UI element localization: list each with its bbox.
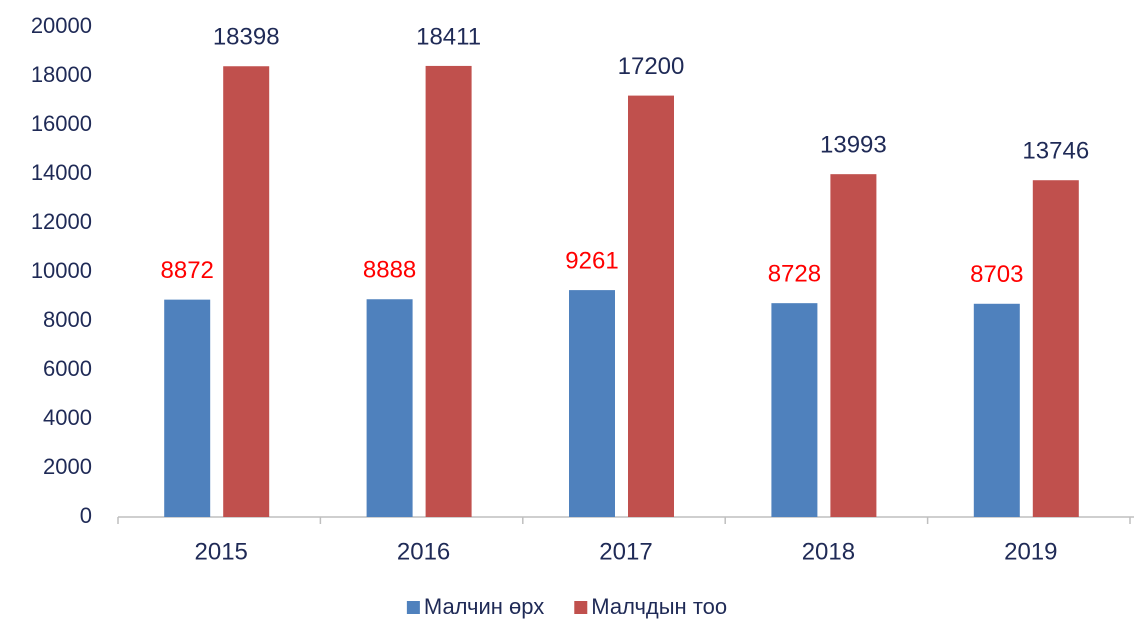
data-label: 8888 [363, 257, 416, 284]
x-tick-label: 2016 [397, 538, 450, 565]
data-label: 8703 [970, 261, 1023, 288]
y-tick-label: 10000 [31, 258, 92, 283]
y-tick-label: 0 [80, 503, 92, 528]
bar [973, 303, 1020, 517]
data-label: 9261 [565, 247, 618, 274]
bar [1032, 180, 1079, 517]
legend-label: Малчин өрх [424, 594, 544, 619]
y-tick-label: 4000 [43, 405, 92, 430]
bar [628, 95, 674, 517]
y-tick-label: 2000 [43, 454, 92, 479]
bar [366, 299, 413, 517]
y-tick-label: 18000 [31, 62, 92, 87]
data-label: 13993 [820, 132, 887, 159]
data-label: 8728 [768, 261, 821, 288]
legend-swatch [406, 601, 420, 614]
data-label: 18398 [213, 24, 280, 51]
data-label: 13746 [1022, 138, 1089, 165]
legend-label: Малчдын тоо [591, 594, 727, 619]
x-tick-label: 2019 [1004, 538, 1057, 565]
y-tick-label: 14000 [31, 160, 92, 185]
bar [164, 299, 211, 517]
data-label: 18411 [416, 23, 481, 50]
bar [569, 290, 615, 517]
data-label: 17200 [618, 53, 685, 80]
bar [830, 174, 877, 517]
x-tick-label: 2017 [599, 538, 652, 565]
y-tick-label: 8000 [43, 307, 92, 332]
y-tick-label: 12000 [31, 209, 92, 234]
data-label: 8872 [161, 257, 214, 284]
bar [771, 303, 818, 517]
y-tick-label: 6000 [43, 356, 92, 381]
bar [425, 65, 472, 518]
bar [223, 66, 270, 518]
x-tick-label: 2015 [195, 538, 248, 565]
x-tick-label: 2018 [802, 538, 855, 565]
y-tick-label: 16000 [31, 111, 92, 136]
y-tick-label: 20000 [31, 13, 92, 38]
legend-swatch [574, 601, 588, 614]
